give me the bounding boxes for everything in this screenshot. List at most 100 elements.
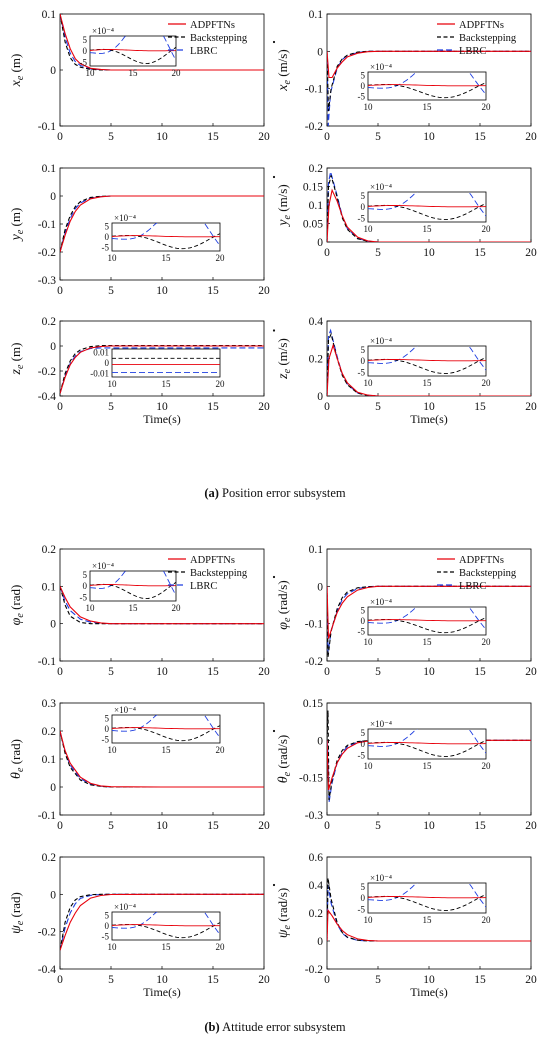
y-label-unit: (rad/s) — [275, 580, 290, 617]
x-tick-label: 5 — [108, 666, 114, 678]
x-tick-label: 10 — [423, 820, 435, 832]
inset-line-lbrc — [368, 346, 486, 371]
y-label-symbol: ψ — [9, 925, 24, 934]
y-tick-label: -0.3 — [38, 275, 56, 287]
inset-a2: 50-510 15 20 ×10⁻⁴ — [358, 62, 492, 112]
inset-y-tick-label: 0 — [361, 893, 366, 903]
y-tick-label: -0.3 — [305, 810, 323, 822]
y-label-subscript: e — [15, 364, 26, 369]
x-tick-label: 20 — [258, 285, 270, 297]
x-tick-label: 5 — [375, 666, 381, 678]
x-tick-label: 20 — [525, 820, 537, 832]
inset-x-tick-label: 15 — [423, 761, 433, 771]
y-tick-label: -0.2 — [305, 964, 323, 976]
legend: ADPFTNs Backstepping LBRC — [437, 20, 517, 57]
inset-x-tick-label: 15 — [129, 603, 139, 613]
x-tick-label: 15 — [474, 247, 486, 259]
x-tick-label: 15 — [207, 401, 219, 413]
y-label-unit: (rad) — [8, 585, 23, 614]
y-tick-label: 0.1 — [42, 754, 57, 766]
x-tick-label: 5 — [375, 974, 381, 986]
legend-label: LBRC — [190, 581, 217, 592]
inset-line-lbrc — [90, 571, 176, 596]
inset-line-lbrc — [112, 715, 220, 738]
x-tick-label: 5 — [108, 401, 114, 413]
series-line-adpftns — [60, 195, 264, 253]
inset-x-tick-label: 10 — [364, 915, 374, 925]
y-axis-label: ψe (rad/s) — [275, 888, 293, 938]
legend-label: LBRC — [190, 46, 217, 57]
inset-line-adpftns — [368, 359, 486, 362]
inset-x-tick-label: 20 — [216, 942, 226, 952]
inset-y-tick-label: 0 — [105, 724, 110, 734]
y-axis-label: ze (m) — [8, 343, 26, 376]
x-tick-label: 10 — [156, 974, 168, 986]
inset-exponent-label: ×10⁻⁴ — [92, 561, 114, 571]
x-tick-label: 20 — [258, 131, 270, 143]
legend-label: ADPFTNs — [459, 555, 504, 566]
y-tick-label: 0 — [50, 191, 56, 203]
y-axis-label: θe (rad) — [8, 739, 26, 779]
x-tick-label: 0 — [57, 401, 63, 413]
inset-line-adpftns — [368, 84, 486, 87]
x-tick-label: 5 — [375, 401, 381, 413]
y-label-dot — [272, 40, 276, 44]
inset-x-tick-label: 10 — [364, 761, 374, 771]
inset-x-tick-label: 20 — [482, 224, 492, 234]
inset-frame — [89, 570, 177, 602]
inset-exponent-label: ×10⁻⁴ — [114, 213, 136, 223]
y-tick-label: 0 — [317, 237, 323, 249]
inset-y-tick-label: 0 — [361, 356, 366, 366]
y-label-subscript: e — [282, 79, 293, 84]
y-tick-label: -0.15 — [299, 773, 323, 785]
inset-exponent-label: ×10⁻⁴ — [370, 597, 392, 607]
x-tick-label: 5 — [375, 131, 381, 143]
inset-y-tick-label: 5 — [361, 191, 366, 201]
y-label-symbol: y — [9, 233, 24, 242]
inset-line-backstepping — [112, 725, 220, 742]
inset-y-tick-label: -5 — [358, 92, 366, 102]
y-tick-label: -0.2 — [305, 656, 323, 668]
inset-line-lbrc — [368, 729, 486, 754]
y-label-symbol: y — [276, 219, 291, 228]
inset-y-tick-label: -0.01 — [90, 369, 109, 379]
inset-line-lbrc — [112, 223, 220, 246]
x-tick-label: 0 — [57, 285, 63, 297]
y-label-subscript: e — [15, 75, 26, 80]
series-line-backstepping — [327, 585, 531, 658]
legend-label: Backstepping — [190, 33, 248, 44]
legend: ADPFTNs Backstepping LBRC — [168, 555, 248, 592]
legend-label: LBRC — [459, 581, 486, 592]
x-tick-label: 15 — [474, 131, 486, 143]
x-tick-label: 20 — [258, 974, 270, 986]
inset-x-tick-label: 10 — [108, 942, 118, 952]
series-line-adpftns — [327, 908, 531, 942]
x-tick-label: 15 — [207, 131, 219, 143]
inset-exponent-label: ×10⁻⁴ — [370, 873, 392, 883]
inset-x-tick-label: 20 — [482, 761, 492, 771]
inset-line-adpftns — [90, 584, 176, 587]
y-tick-label: 0.2 — [42, 544, 57, 556]
x-tick-label: 0 — [324, 401, 330, 413]
y-tick-label: 0.4 — [309, 316, 324, 328]
y-label-subscript: e — [282, 924, 293, 929]
y-label-unit: (m) — [8, 208, 23, 230]
x-axis-label: Time(s) — [410, 412, 448, 426]
inset-x-tick-label: 20 — [482, 102, 492, 112]
y-tick-label: 0.1 — [309, 200, 324, 212]
caption-a-text: Position error subsystem — [222, 486, 346, 500]
x-tick-label: 10 — [423, 131, 435, 143]
x-axis-label: Time(s) — [143, 985, 181, 999]
y-label-subscript: e — [15, 920, 26, 925]
inset-y-tick-label: 5 — [361, 345, 366, 355]
series-line-adpftns — [327, 585, 531, 639]
x-tick-label: 15 — [474, 974, 486, 986]
y-tick-label: 0.1 — [42, 9, 57, 21]
